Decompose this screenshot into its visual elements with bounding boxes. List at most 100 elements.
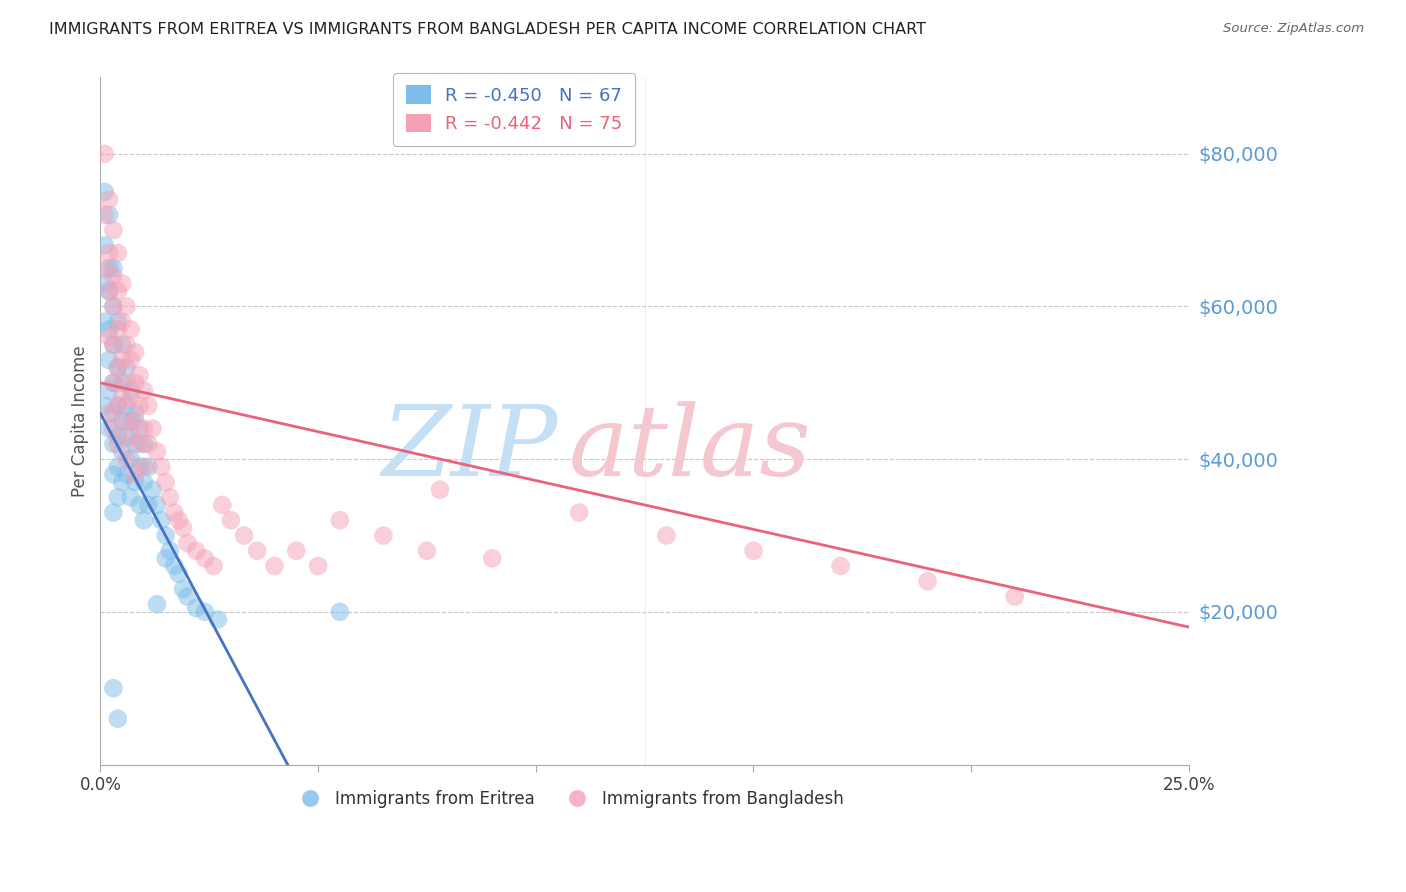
Point [416,543,439,558]
Point [98,406,121,420]
Point [233,528,256,542]
Point [172,521,194,535]
Point [103,300,125,314]
Point [103,422,125,436]
Point [329,605,352,619]
Point [263,559,285,574]
Point [93,146,115,161]
Text: atlas: atlas [568,401,811,496]
Point [194,605,217,619]
Point [159,543,181,558]
Point [103,376,125,390]
Point [120,452,142,467]
Point [115,414,138,428]
Point [128,422,150,436]
Point [124,414,146,428]
Point [111,352,134,367]
Point [128,399,150,413]
Point [1004,590,1026,604]
Point [124,406,146,420]
Point [93,399,115,413]
Point [132,475,155,489]
Point [132,513,155,527]
Point [93,185,115,199]
Point [742,543,765,558]
Point [107,360,129,375]
Point [111,444,134,458]
Point [128,437,150,451]
Point [128,368,150,383]
Point [655,528,678,542]
Point [98,261,121,276]
Point [329,513,352,527]
Point [128,498,150,512]
Point [132,422,155,436]
Point [107,399,129,413]
Point [98,330,121,344]
Point [111,277,134,291]
Point [120,491,142,505]
Text: Source: ZipAtlas.com: Source: ZipAtlas.com [1223,22,1364,36]
Point [211,498,233,512]
Point [155,475,177,489]
Point [142,422,165,436]
Point [307,559,329,574]
Point [115,467,138,482]
Point [136,399,159,413]
Point [93,261,115,276]
Point [150,513,173,527]
Point [103,337,125,351]
Point [107,437,129,451]
Point [98,384,121,398]
Point [103,300,125,314]
Point [120,384,142,398]
Point [115,399,138,413]
Point [429,483,451,497]
Point [163,506,186,520]
Point [186,601,208,615]
Point [124,467,146,482]
Point [917,574,939,589]
Point [103,437,125,451]
Point [111,475,134,489]
Point [98,322,121,336]
Point [146,444,169,458]
Point [107,322,129,336]
Point [128,459,150,474]
Point [155,528,177,542]
Point [186,543,208,558]
Point [103,261,125,276]
Point [107,315,129,329]
Point [194,551,217,566]
Point [93,315,115,329]
Point [115,300,138,314]
Point [111,315,134,329]
Point [111,414,134,428]
Point [107,459,129,474]
Point [115,452,138,467]
Point [124,376,146,390]
Point [124,437,146,451]
Point [246,543,269,558]
Point [150,459,173,474]
Point [103,467,125,482]
Point [115,337,138,351]
Point [124,345,146,359]
Point [107,399,129,413]
Point [568,506,591,520]
Point [103,337,125,351]
Point [107,491,129,505]
Point [103,376,125,390]
Text: ZIP: ZIP [381,401,558,496]
Point [146,498,169,512]
Point [115,360,138,375]
Point [124,475,146,489]
Point [120,322,142,336]
Point [103,223,125,237]
Point [107,246,129,260]
Point [163,559,186,574]
Point [481,551,503,566]
Point [115,429,138,443]
Point [172,582,194,596]
Point [120,414,142,428]
